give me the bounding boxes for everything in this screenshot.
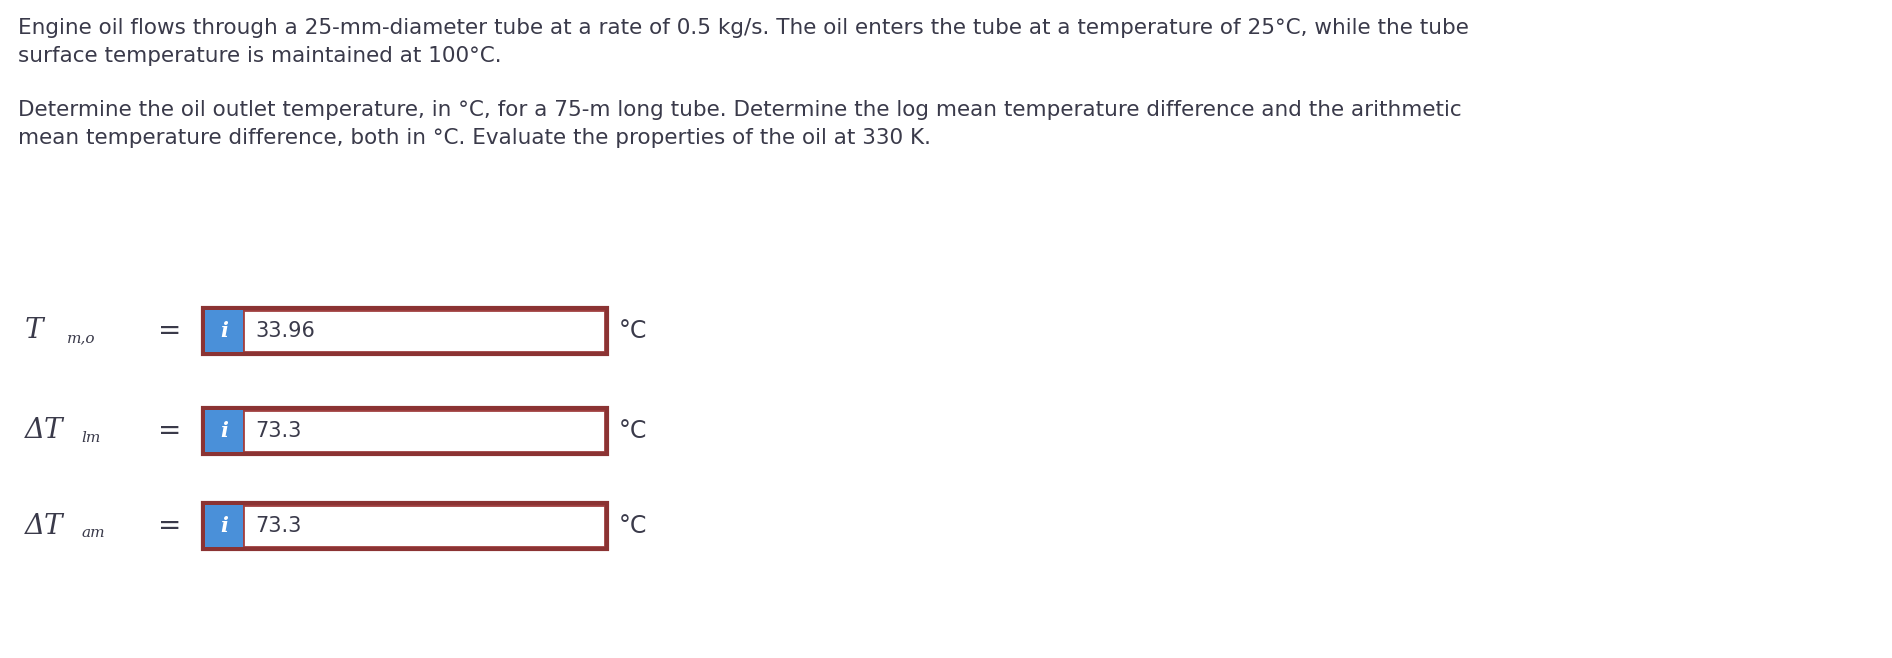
Bar bbox=[242, 505, 605, 547]
Text: 33.96: 33.96 bbox=[255, 321, 314, 341]
Text: Engine oil flows through a 25-mm-diameter tube at a rate of 0.5 kg/s. The oil en: Engine oil flows through a 25-mm-diamete… bbox=[19, 18, 1468, 38]
Text: i: i bbox=[219, 421, 227, 441]
Text: surface temperature is maintained at 100°C.: surface temperature is maintained at 100… bbox=[19, 46, 501, 66]
Bar bbox=[202, 408, 607, 454]
Text: 73.3: 73.3 bbox=[255, 516, 301, 536]
Text: =: = bbox=[159, 512, 182, 540]
Text: ΔT: ΔT bbox=[25, 417, 64, 445]
Text: Determine the oil outlet temperature, in °C, for a 75-m long tube. Determine the: Determine the oil outlet temperature, in… bbox=[19, 100, 1463, 120]
Text: °C: °C bbox=[619, 419, 647, 443]
Text: am: am bbox=[81, 526, 104, 540]
Bar bbox=[204, 310, 242, 352]
Bar bbox=[202, 308, 607, 354]
Text: °C: °C bbox=[619, 319, 647, 343]
Bar bbox=[202, 503, 607, 549]
Bar bbox=[242, 310, 605, 352]
Text: °C: °C bbox=[619, 514, 647, 538]
Text: ΔT: ΔT bbox=[25, 513, 64, 540]
Text: i: i bbox=[219, 321, 227, 341]
Text: mean temperature difference, both in °C. Evaluate the properties of the oil at 3: mean temperature difference, both in °C.… bbox=[19, 128, 931, 148]
Text: lm: lm bbox=[81, 431, 100, 445]
Bar bbox=[204, 410, 242, 452]
Text: m,o: m,o bbox=[66, 331, 95, 345]
Text: =: = bbox=[159, 317, 182, 345]
Text: i: i bbox=[219, 516, 227, 536]
Text: 73.3: 73.3 bbox=[255, 421, 301, 441]
Bar bbox=[204, 505, 242, 547]
Text: T: T bbox=[25, 318, 44, 345]
Text: =: = bbox=[159, 417, 182, 445]
Bar bbox=[242, 410, 605, 452]
